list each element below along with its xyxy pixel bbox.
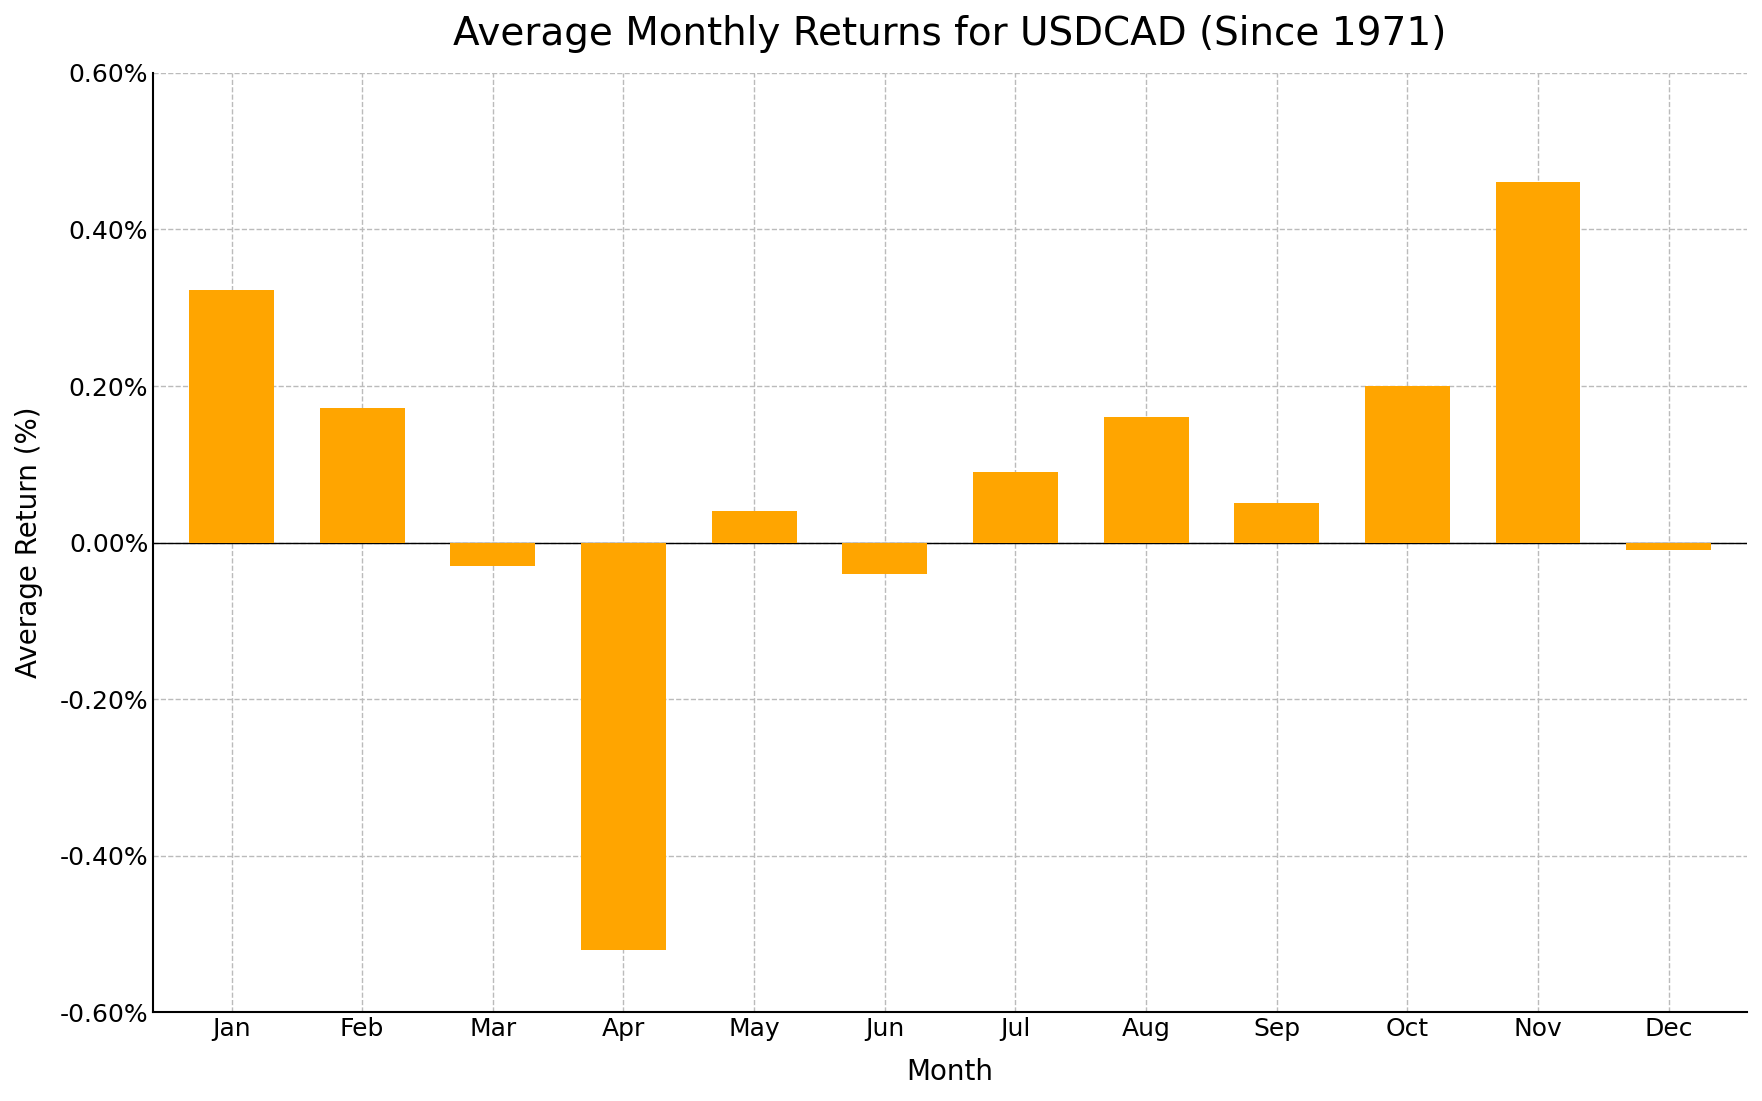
- Bar: [319, 408, 405, 543]
- Bar: [451, 543, 536, 566]
- Bar: [1496, 183, 1581, 543]
- Bar: [973, 472, 1057, 543]
- Bar: [1366, 386, 1450, 543]
- Bar: [712, 511, 796, 543]
- X-axis label: Month: Month: [907, 1058, 994, 1086]
- Bar: [1233, 503, 1320, 543]
- Title: Average Monthly Returns for USDCAD (Since 1971): Average Monthly Returns for USDCAD (Sinc…: [453, 15, 1447, 53]
- Bar: [189, 291, 275, 543]
- Bar: [581, 543, 666, 950]
- Bar: [842, 543, 927, 574]
- Bar: [1626, 543, 1711, 550]
- Bar: [1103, 417, 1189, 543]
- Y-axis label: Average Return (%): Average Return (%): [16, 407, 42, 678]
